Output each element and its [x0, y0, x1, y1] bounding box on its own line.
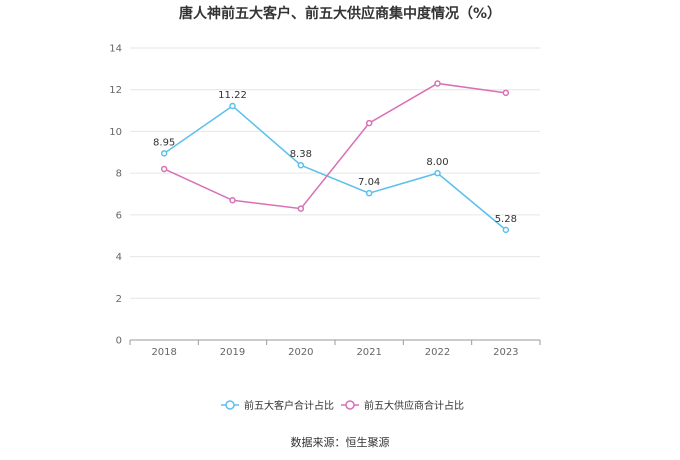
y-tick-label: 14: [109, 44, 122, 55]
data-label-0-1: 11.22: [218, 90, 247, 101]
data-point-1-3[interactable]: [365, 119, 373, 127]
grid-lines: [130, 47, 540, 299]
x-tick-label: 2023: [493, 347, 518, 358]
y-tick-label: 0: [116, 336, 122, 347]
data-point-0-3[interactable]: [365, 189, 373, 197]
data-point-1-4[interactable]: [434, 80, 441, 87]
y-tick-label: 4: [116, 252, 122, 263]
legend-item-suppliers[interactable]: 前五大供应商合计占比: [341, 399, 464, 412]
legend-label-customers: 前五大客户合计占比: [244, 399, 334, 412]
data-point-0-4[interactable]: [434, 169, 441, 177]
y-axis: 0 2 4 6 8 10 12 14: [109, 44, 122, 347]
data-label-0-4: 8.00: [426, 157, 448, 168]
data-point-0-2[interactable]: [297, 161, 305, 169]
legend-item-customers[interactable]: 前五大客户合计占比: [221, 399, 334, 412]
y-tick-label: 10: [109, 127, 122, 138]
data-point-1-5[interactable]: [502, 89, 510, 97]
data-label-0-3: 7.04: [358, 177, 380, 188]
x-axis: 2018 2019 2020 2021 2022 2023: [129, 339, 541, 358]
legend-marker-suppliers: [345, 400, 355, 410]
x-tick-label: 2020: [288, 347, 313, 358]
chart-title: 唐人神前五大客户、前五大供应商集中度情况（%）: [179, 5, 501, 22]
y-tick-label: 6: [116, 210, 122, 221]
data-point-1-0[interactable]: [160, 165, 168, 173]
data-source: 数据来源：恒生聚源: [291, 435, 390, 449]
y-tick-label: 2: [116, 294, 122, 305]
data-point-0-0[interactable]: [160, 150, 168, 157]
series-layer: [160, 80, 510, 234]
data-point-0-1[interactable]: [229, 102, 236, 110]
data-point-1-1[interactable]: [229, 197, 236, 204]
data-label-0-5: 5.28: [495, 214, 517, 225]
legend-marker-customers: [225, 400, 235, 410]
data-point-1-2[interactable]: [297, 205, 305, 212]
y-tick-label: 8: [116, 169, 122, 180]
data-labels: 8.95 11.22 8.38 7.04 8.00 5.28: [153, 90, 517, 225]
legend: 前五大客户合计占比 前五大供应商合计占比: [221, 399, 464, 412]
data-label-0-2: 8.38: [290, 149, 312, 160]
x-tick-label: 2022: [425, 347, 450, 358]
y-tick-label: 12: [109, 85, 122, 96]
x-tick-label: 2021: [356, 347, 381, 358]
legend-label-suppliers: 前五大供应商合计占比: [364, 399, 464, 412]
data-label-0-0: 8.95: [153, 137, 175, 148]
x-tick-label: 2018: [151, 347, 176, 358]
data-point-0-5[interactable]: [502, 226, 510, 234]
series-line-1: [163, 82, 506, 210]
series-line-0: [163, 105, 507, 231]
x-tick-label: 2019: [220, 347, 245, 358]
